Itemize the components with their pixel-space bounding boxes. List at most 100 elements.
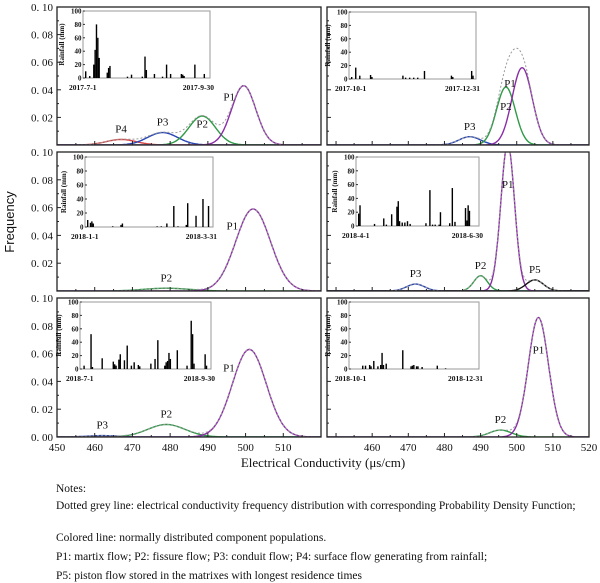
rainfall-bar	[177, 226, 179, 227]
component-curve-p2	[327, 86, 589, 145]
inset-start-date: 2018-7-1	[66, 374, 94, 383]
rainfall-inset: 0 20 40 60 80 100 Rainfall (mm) 2018-4-1 2018-6-…	[331, 154, 483, 241]
rainfall-bar	[180, 73, 183, 78]
rainfall-bar	[448, 223, 451, 226]
rainfall-bar	[413, 77, 415, 79]
rainfall-bar	[423, 70, 426, 79]
rainfall-bar	[185, 224, 188, 227]
inset-start-date: 2018-10-1	[335, 374, 366, 383]
rainfall-bar	[87, 220, 89, 227]
rainfall-bar	[373, 223, 376, 226]
inset-y-tick-label: 80	[75, 21, 83, 29]
rainfall-bar	[112, 226, 114, 227]
component-label-p1: P1	[533, 344, 545, 356]
inset-start-date: 2017-10-1	[335, 84, 366, 93]
rainfall-bar	[204, 354, 206, 369]
rainfall-bar	[91, 221, 93, 227]
inset-y-tick-label: 60	[77, 182, 85, 190]
rainfall-bar	[141, 76, 144, 78]
rainfall-bar	[383, 218, 385, 226]
inset-y-tick-label: 100	[73, 154, 84, 162]
component-label-p2: P2	[161, 272, 173, 284]
inset-y-tick-label: 40	[77, 196, 85, 204]
rainfall-bar	[150, 363, 152, 369]
rainfall-bar	[390, 214, 393, 226]
x-tick-label: 500	[508, 442, 525, 454]
inset-frame	[355, 156, 480, 227]
y-tick-label: 0. 02	[31, 258, 53, 270]
rainfall-bar	[191, 334, 194, 369]
component-label-p3: P3	[157, 117, 169, 129]
rainfall-bar	[351, 76, 353, 79]
rainfall-bar	[385, 363, 387, 369]
panel-frame	[326, 151, 590, 292]
inset-y-axis-label: Rainfall (mm)	[58, 23, 66, 66]
rainfall-bar	[362, 365, 364, 369]
plot-area	[57, 84, 321, 145]
rainfall-bar	[168, 352, 170, 369]
inset-y-tick-label: 80	[72, 312, 80, 320]
panel-5: P3 P2 P1 0. 00 0. 02 0. 04 0. 06 0. 08 0. 10 450 4…	[31, 293, 322, 454]
panel-2: P3 P2 P1 0 20 40 60 80 100 Rainfall (mm) 2017-10-1…	[324, 6, 590, 146]
inset-y-tick-label: 60	[341, 35, 349, 43]
x-tick-label: 470	[400, 442, 417, 454]
rainfall-inset: 0 20 40 60 80 100 Rainfall (mm) 2018-10-1 2018-1…	[324, 299, 483, 384]
x-tick-label: 460	[86, 442, 103, 454]
component-label-p1: P1	[223, 91, 235, 103]
rainfall-bar	[396, 206, 398, 226]
inset-start-date: 2018-1-1	[71, 232, 99, 241]
rainfall-bar	[450, 75, 453, 79]
inset-y-tick-label: 0	[351, 223, 355, 231]
rainfall-bar	[91, 366, 94, 369]
inset-y-tick-label: 0	[344, 76, 348, 84]
rainfall-bar	[139, 366, 141, 369]
rainfall-bar	[157, 340, 159, 369]
component-label-p4: P4	[115, 124, 127, 136]
inset-y-tick-label: 20	[341, 352, 349, 360]
y-tick-label: 0. 02	[31, 112, 53, 124]
rainfall-bar	[397, 201, 399, 226]
panel-4: P3 P2 P1 P5 0 20 40 60 80 100 Rainfall (mm) 2018-4-…	[326, 151, 590, 292]
x-tick-label: 480	[162, 442, 179, 454]
rainfall-bar	[408, 77, 411, 79]
rainfall-bar	[183, 75, 185, 78]
rainfall-bar	[373, 360, 375, 369]
y-tick-label: 0. 08	[31, 175, 54, 187]
inset-y-tick-label: 40	[341, 49, 349, 57]
rainfall-bar	[421, 366, 423, 369]
rainfall-bar	[123, 360, 126, 369]
pdf-sum-curve	[57, 84, 321, 145]
x-tick-label: 480	[436, 442, 453, 454]
rainfall-bar	[370, 366, 372, 369]
y-tick-label: 0. 10	[31, 2, 54, 14]
rainfall-bar	[429, 190, 431, 226]
rainfall-bar	[417, 366, 419, 369]
rainfall-bar	[364, 365, 367, 369]
panel-6: P2 P1 460 470 480 490 500 510 520 0 20 40 60 80 100 Rai…	[324, 297, 598, 454]
component-label-p3: P3	[410, 268, 422, 280]
rainfall-bar	[398, 221, 401, 226]
rainfall-bar	[438, 224, 440, 226]
inset-frame	[82, 10, 211, 79]
rainfall-bar	[415, 366, 418, 369]
rainfall-bar	[439, 212, 442, 226]
rainfall-bar	[190, 320, 192, 369]
rainfall-bar	[202, 199, 204, 227]
inset-y-tick-label: 40	[72, 339, 80, 347]
rainfall-bar	[382, 364, 385, 369]
rainfall-bar	[425, 223, 427, 226]
rainfall-bar	[358, 213, 360, 226]
inset-y-axis-label: Rainfall (mm)	[331, 170, 339, 213]
rainfall-bar	[137, 364, 140, 369]
rainfall-inset: 0 20 40 60 80 100 Rainfall (mm) 2017-7-1 2017-9-…	[58, 8, 214, 93]
rainfall-bar	[186, 365, 188, 369]
panel-frame	[56, 297, 322, 438]
component-curve-p3	[57, 131, 321, 145]
rainfall-bar	[379, 364, 382, 369]
rainfall-bar	[166, 360, 169, 369]
pdf-sum-curve	[57, 348, 321, 437]
inset-end-date: 2017-9-30	[183, 83, 214, 92]
rainfall-bar	[118, 359, 120, 369]
component-label-p1: P1	[226, 220, 238, 232]
inset-y-tick-label: 100	[71, 8, 82, 16]
